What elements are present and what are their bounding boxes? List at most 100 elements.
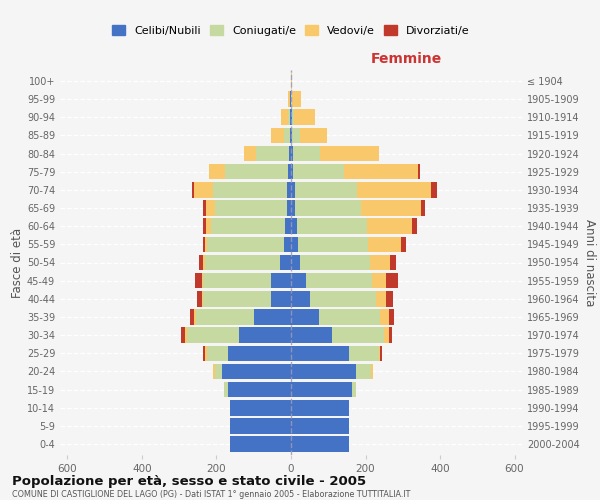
Bar — [380, 310, 389, 324]
Bar — [206, 200, 215, 216]
Bar — [185, 328, 187, 343]
Bar — [379, 346, 380, 361]
Bar — [293, 164, 344, 180]
Bar — [352, 382, 356, 398]
Bar — [271, 273, 291, 288]
Bar — [202, 273, 203, 288]
Bar — [287, 200, 291, 216]
Bar — [244, 146, 256, 162]
Bar — [203, 218, 206, 234]
Bar — [290, 110, 291, 125]
Bar — [389, 328, 392, 343]
Bar — [203, 346, 205, 361]
Bar — [271, 291, 291, 306]
Bar — [197, 291, 202, 306]
Bar — [205, 346, 207, 361]
Text: Femmine: Femmine — [371, 52, 442, 66]
Bar — [291, 110, 292, 125]
Bar — [320, 146, 379, 162]
Bar — [291, 310, 319, 324]
Bar — [372, 273, 386, 288]
Bar — [284, 236, 291, 252]
Bar — [203, 236, 205, 252]
Bar — [291, 182, 295, 198]
Bar — [209, 164, 224, 180]
Bar — [349, 346, 379, 361]
Bar — [390, 255, 397, 270]
Bar — [287, 182, 291, 198]
Bar — [192, 182, 194, 198]
Bar — [291, 418, 349, 434]
Bar — [230, 436, 291, 452]
Bar — [222, 364, 291, 379]
Bar — [291, 291, 310, 306]
Bar — [287, 92, 290, 107]
Bar — [295, 200, 361, 216]
Bar — [215, 200, 287, 216]
Bar — [289, 146, 291, 162]
Bar — [256, 146, 289, 162]
Legend: Celibi/Nubili, Coniugati/e, Vedovi/e, Divorziati/e: Celibi/Nubili, Coniugati/e, Vedovi/e, Di… — [109, 22, 473, 39]
Bar — [199, 255, 203, 270]
Bar — [291, 400, 349, 415]
Text: Popolazione per età, sesso e stato civile - 2005: Popolazione per età, sesso e stato civil… — [12, 474, 366, 488]
Bar — [301, 255, 370, 270]
Bar — [401, 236, 406, 252]
Bar — [203, 291, 271, 306]
Bar — [370, 255, 390, 270]
Bar — [207, 236, 284, 252]
Bar — [211, 218, 286, 234]
Bar — [291, 346, 349, 361]
Bar — [371, 364, 373, 379]
Text: COMUNE DI CASTIGLIONE DEL LAGO (PG) - Dati ISTAT 1° gennaio 2005 - Elaborazione : COMUNE DI CASTIGLIONE DEL LAGO (PG) - Da… — [12, 490, 410, 499]
Bar — [292, 92, 301, 107]
Bar — [286, 218, 291, 234]
Bar — [358, 182, 431, 198]
Bar — [368, 236, 401, 252]
Bar — [298, 236, 368, 252]
Bar — [280, 255, 291, 270]
Bar — [367, 218, 412, 234]
Bar — [202, 291, 203, 306]
Bar — [386, 273, 398, 288]
Bar — [291, 436, 349, 452]
Bar — [281, 110, 289, 125]
Bar — [292, 128, 300, 143]
Bar — [384, 328, 389, 343]
Bar — [332, 328, 384, 343]
Bar — [224, 164, 288, 180]
Bar — [376, 291, 386, 306]
Bar — [271, 128, 284, 143]
Bar — [227, 382, 291, 398]
Bar — [291, 382, 352, 398]
Bar — [194, 182, 213, 198]
Bar — [290, 92, 291, 107]
Bar — [306, 273, 372, 288]
Bar — [293, 110, 315, 125]
Bar — [230, 400, 291, 415]
Bar — [291, 364, 356, 379]
Bar — [230, 418, 291, 434]
Bar — [194, 310, 196, 324]
Bar — [289, 110, 290, 125]
Bar — [203, 255, 205, 270]
Bar — [190, 310, 194, 324]
Bar — [431, 182, 437, 198]
Bar — [291, 200, 295, 216]
Bar — [418, 164, 420, 180]
Bar — [203, 200, 206, 216]
Bar — [187, 328, 239, 343]
Bar — [293, 146, 320, 162]
Bar — [380, 346, 382, 361]
Bar — [361, 200, 421, 216]
Bar — [295, 182, 358, 198]
Bar — [213, 364, 215, 379]
Y-axis label: Fasce di età: Fasce di età — [11, 228, 24, 298]
Bar — [290, 128, 291, 143]
Bar — [300, 128, 327, 143]
Bar — [292, 110, 293, 125]
Bar — [291, 218, 296, 234]
Bar — [421, 200, 425, 216]
Bar — [296, 218, 367, 234]
Bar — [291, 128, 292, 143]
